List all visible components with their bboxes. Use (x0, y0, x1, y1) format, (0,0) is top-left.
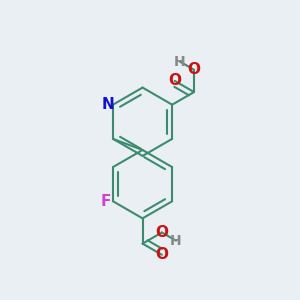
Text: O: O (155, 247, 168, 262)
Text: O: O (155, 225, 168, 240)
Text: O: O (188, 62, 200, 77)
Text: H: H (174, 55, 186, 69)
Text: H: H (170, 234, 182, 248)
Text: O: O (168, 74, 181, 88)
Text: N: N (101, 97, 114, 112)
Text: F: F (100, 194, 111, 209)
